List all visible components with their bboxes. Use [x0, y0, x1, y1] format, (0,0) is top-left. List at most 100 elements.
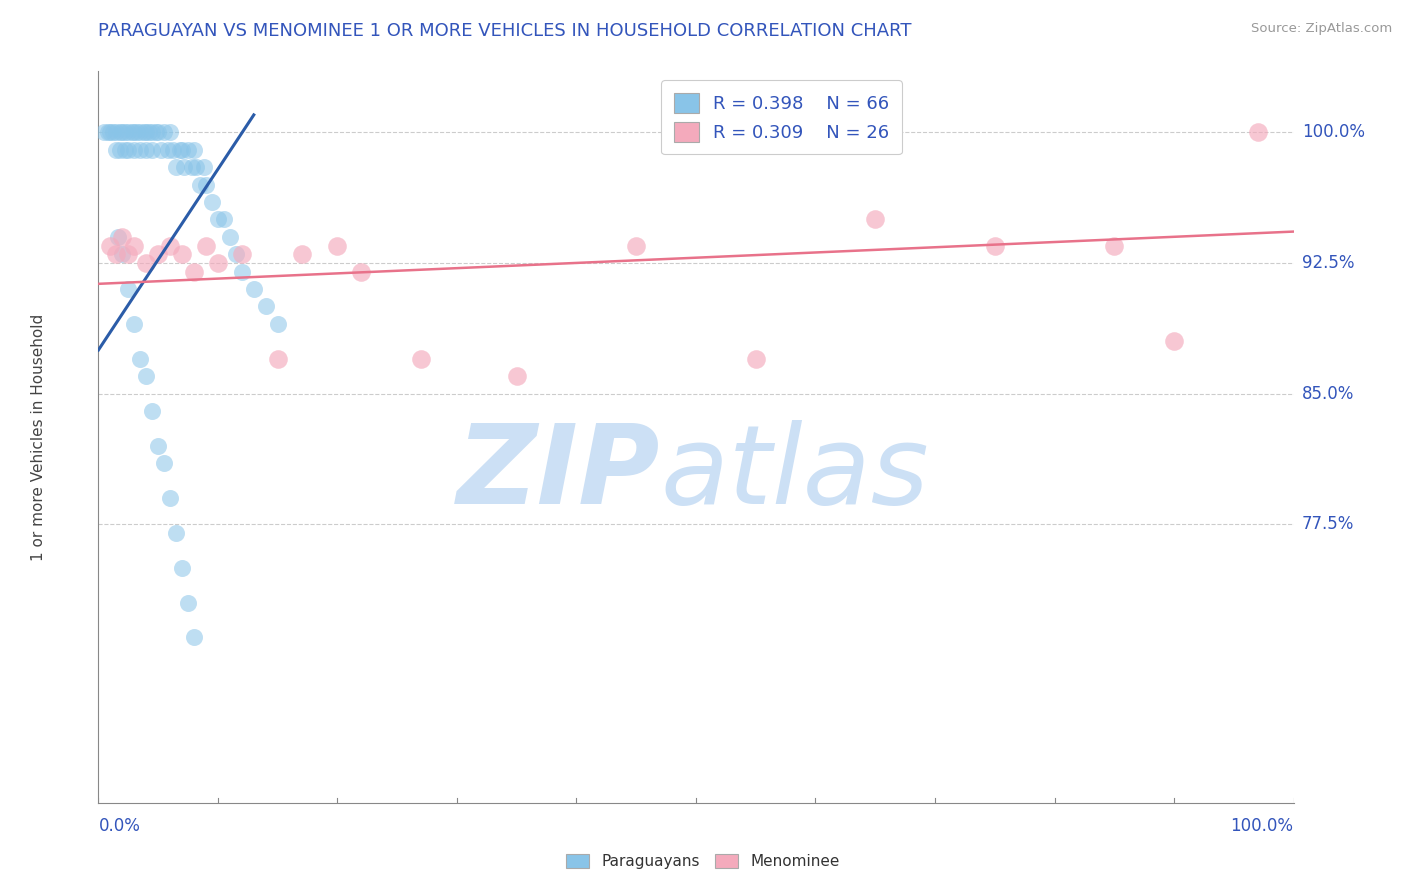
Point: [93, 125, 115, 139]
Point: [745, 351, 768, 366]
Point: [243, 282, 266, 296]
Point: [267, 351, 290, 366]
Point: [624, 238, 647, 252]
Point: [219, 229, 242, 244]
Point: [159, 491, 181, 505]
Point: [183, 143, 205, 157]
Text: 100.0%: 100.0%: [1230, 817, 1294, 835]
Point: [1163, 334, 1185, 349]
Point: [177, 143, 200, 157]
Point: [231, 247, 253, 261]
Point: [101, 125, 124, 139]
Point: [193, 160, 215, 174]
Point: [169, 143, 191, 157]
Point: [141, 125, 163, 139]
Point: [411, 351, 433, 366]
Point: [105, 125, 128, 139]
Point: [172, 143, 194, 157]
Point: [107, 229, 129, 244]
Point: [138, 125, 160, 139]
Point: [506, 369, 529, 384]
Text: 100.0%: 100.0%: [1302, 123, 1365, 141]
Point: [165, 160, 187, 174]
Point: [186, 160, 208, 174]
Point: [162, 143, 184, 157]
Point: [194, 238, 217, 252]
Point: [225, 247, 247, 261]
Point: [114, 143, 136, 157]
Text: 77.5%: 77.5%: [1302, 516, 1354, 533]
Point: [148, 439, 170, 453]
Point: [129, 125, 152, 139]
Text: PARAGUAYAN VS MENOMINEE 1 OR MORE VEHICLES IN HOUSEHOLD CORRELATION CHART: PARAGUAYAN VS MENOMINEE 1 OR MORE VEHICL…: [98, 22, 912, 40]
Point: [105, 247, 128, 261]
Point: [172, 247, 194, 261]
Text: atlas: atlas: [661, 420, 929, 527]
Point: [111, 247, 134, 261]
Point: [212, 212, 235, 227]
Point: [201, 194, 224, 209]
Point: [111, 125, 134, 139]
Point: [863, 212, 886, 227]
Point: [156, 143, 179, 157]
Point: [267, 317, 290, 331]
Legend: Paraguayans, Menominee: Paraguayans, Menominee: [560, 848, 846, 875]
Point: [326, 238, 349, 252]
Point: [141, 404, 163, 418]
Point: [124, 125, 146, 139]
Point: [135, 256, 157, 270]
Point: [125, 125, 148, 139]
Point: [121, 125, 143, 139]
Point: [98, 238, 122, 252]
Legend: R = 0.398    N = 66, R = 0.309    N = 26: R = 0.398 N = 66, R = 0.309 N = 26: [661, 80, 903, 154]
Point: [117, 282, 139, 296]
Point: [145, 125, 167, 139]
Point: [153, 125, 176, 139]
Point: [183, 631, 205, 645]
Text: 0.0%: 0.0%: [98, 817, 141, 835]
Text: 85.0%: 85.0%: [1302, 384, 1354, 402]
Point: [148, 247, 170, 261]
Point: [117, 125, 139, 139]
Point: [188, 178, 211, 192]
Point: [114, 125, 136, 139]
Point: [105, 143, 128, 157]
Point: [135, 143, 157, 157]
Point: [97, 125, 120, 139]
Point: [108, 125, 131, 139]
Text: Source: ZipAtlas.com: Source: ZipAtlas.com: [1251, 22, 1392, 36]
Point: [290, 247, 312, 261]
Point: [1102, 238, 1125, 252]
Point: [159, 238, 181, 252]
Point: [350, 265, 373, 279]
Point: [183, 265, 205, 279]
Point: [1246, 125, 1268, 139]
Point: [117, 247, 139, 261]
Point: [207, 212, 229, 227]
Point: [254, 300, 277, 314]
Text: ZIP: ZIP: [457, 420, 661, 527]
Point: [111, 229, 134, 244]
Point: [149, 143, 172, 157]
Point: [165, 525, 187, 540]
Point: [135, 125, 157, 139]
Point: [124, 238, 146, 252]
Point: [173, 160, 195, 174]
Point: [177, 595, 200, 609]
Point: [159, 125, 181, 139]
Point: [132, 125, 155, 139]
Point: [153, 456, 176, 470]
Point: [207, 256, 229, 270]
Point: [98, 125, 122, 139]
Point: [141, 143, 163, 157]
Point: [180, 160, 202, 174]
Point: [148, 125, 170, 139]
Point: [129, 351, 152, 366]
Text: 1 or more Vehicles in Household: 1 or more Vehicles in Household: [31, 313, 46, 561]
Point: [172, 560, 194, 574]
Point: [194, 178, 217, 192]
Point: [124, 143, 146, 157]
Point: [135, 369, 157, 384]
Point: [124, 317, 146, 331]
Point: [983, 238, 1005, 252]
